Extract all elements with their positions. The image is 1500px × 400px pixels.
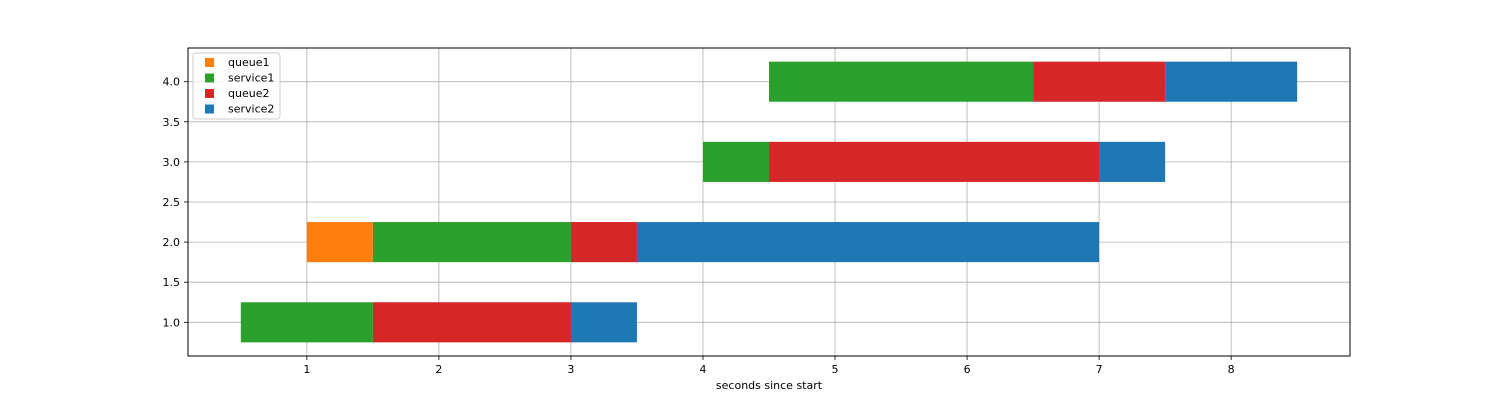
legend-swatch-service1	[205, 73, 214, 83]
legend-swatch-queue2	[205, 89, 214, 98]
y-tick-label: 3.5	[163, 116, 181, 129]
legend: queue1 service1 queue2 service2	[192, 52, 281, 120]
bar-segment-queue2	[570, 222, 637, 263]
x-tick-label: 4	[699, 363, 706, 376]
bar-segment-service2	[636, 222, 1100, 263]
bar-segment-service2	[1165, 61, 1298, 102]
legend-swatch-queue1	[205, 58, 214, 67]
legend-label-queue2: queue2	[228, 87, 269, 100]
legend-label-service1: service1	[228, 72, 274, 85]
y-tick-label: 3.0	[163, 156, 181, 169]
x-tick-label: 6	[964, 363, 971, 376]
x-tick-label: 3	[567, 363, 574, 376]
y-tick-label: 2.0	[163, 236, 181, 249]
bar-segment-service2	[1099, 141, 1166, 182]
x-tick-label: 7	[1096, 363, 1103, 376]
bar-segment-queue2	[1033, 61, 1166, 102]
y-tick-label: 4.0	[163, 76, 181, 89]
bar-segment-queue1	[306, 222, 373, 263]
x-tick-label: 5	[832, 363, 839, 376]
x-axis-label: seconds since start	[716, 379, 823, 392]
axes: 1 2 3 4 5 6 7 8 1.0 1.5 2.0 2.5 3.0 3.5 4.0 seconds sin…	[163, 47, 1351, 392]
bar-segment-queue2	[372, 302, 571, 343]
bar-segment-service1	[769, 61, 1034, 102]
bar-segment-service1	[240, 302, 373, 343]
x-tick-label: 1	[303, 363, 310, 376]
y-tick-label: 1.5	[163, 276, 181, 289]
y-tick-label: 1.0	[163, 316, 181, 329]
legend-label-queue1: queue1	[228, 56, 269, 69]
bar-segment-service2	[570, 302, 637, 343]
bar-segment-service1	[372, 222, 571, 263]
y-tick-label: 2.5	[163, 196, 181, 209]
x-tick-label: 8	[1228, 363, 1235, 376]
bar-segment-queue2	[769, 141, 1100, 182]
legend-swatch-service2	[205, 104, 214, 114]
legend-box	[192, 52, 281, 120]
legend-label-service2: service2	[228, 103, 274, 116]
bar-segment-service1	[702, 141, 769, 182]
x-tick-label: 2	[435, 363, 442, 376]
bars	[240, 61, 1298, 343]
